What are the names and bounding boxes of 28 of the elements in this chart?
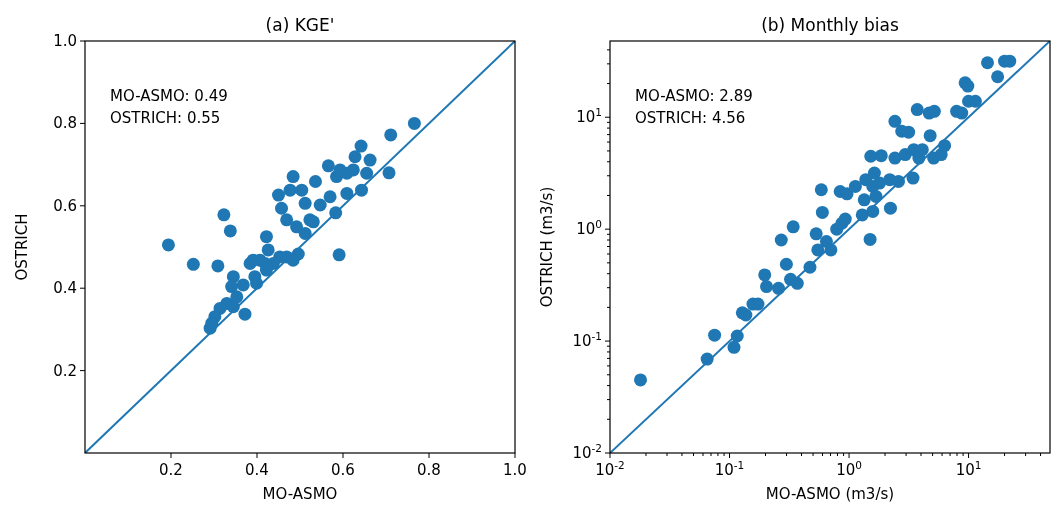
chart-title: (b) Monthly bias <box>761 15 899 35</box>
y-tick-label: 10$^{0}$ <box>576 218 602 239</box>
x-tick-label: 0.8 <box>417 461 441 479</box>
y-axis-title: OSTRICH (m3/s) <box>538 186 556 308</box>
annotation: MO-ASMO: 0.49 <box>110 87 228 105</box>
chart-title: (a) KGE' <box>265 15 335 35</box>
y-tick-label: 0.6 <box>53 196 77 215</box>
y-tick-label: 0.4 <box>53 279 77 298</box>
x-axis-title: MO-ASMO <box>262 485 338 503</box>
y-axis-title: OSTRICH <box>13 213 31 281</box>
annotation: OSTRICH: 0.55 <box>110 109 221 127</box>
x-tick-label: 0.4 <box>245 461 269 479</box>
x-tick-label: 10$^{0}$ <box>836 459 862 479</box>
y-tick-label: 0.8 <box>53 114 77 133</box>
annotation: OSTRICH: 4.56 <box>635 109 746 127</box>
y-tick-label: 10$^{-2}$ <box>572 442 602 462</box>
y-tick-label: 1.0 <box>53 32 77 50</box>
y-tick-label: 10$^{-1}$ <box>572 330 602 351</box>
y-tick-label: 10$^{1}$ <box>576 106 602 127</box>
annotation: MO-ASMO: 2.89 <box>635 87 753 105</box>
x-tick-label: 0.2 <box>159 461 183 479</box>
x-tick-label: 1.0 <box>503 461 527 479</box>
x-axis-title: MO-ASMO (m3/s) <box>765 485 895 503</box>
x-tick-label: 10$^{1}$ <box>955 459 982 479</box>
x-tick-label: 10$^{-1}$ <box>714 459 745 479</box>
y-tick-label: 0.2 <box>53 361 77 380</box>
x-tick-label: 0.6 <box>331 461 355 479</box>
x-tick-label: 10$^{-2}$ <box>595 459 625 479</box>
